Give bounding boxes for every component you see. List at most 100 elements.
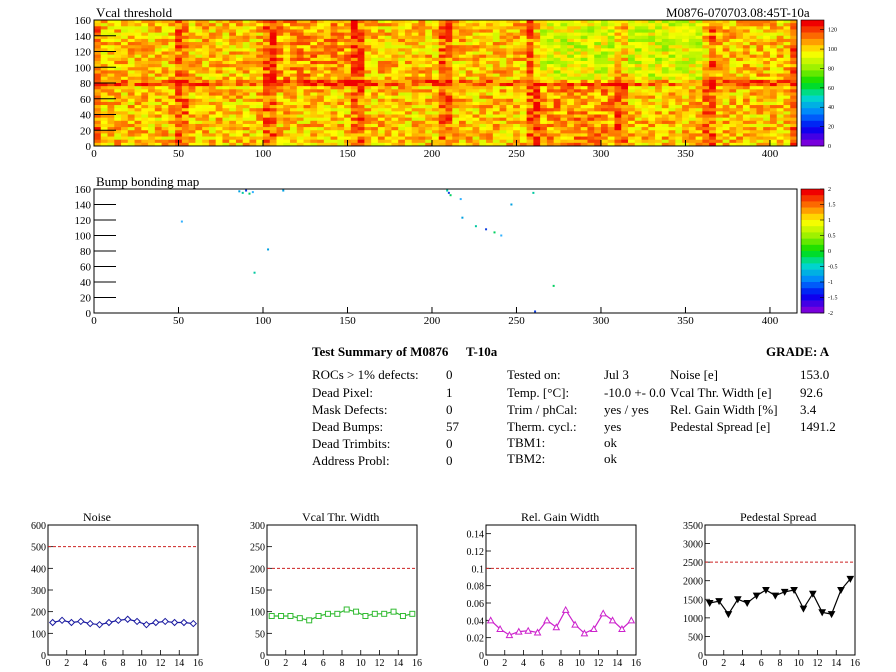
heatmap-cell [195,73,203,78]
heatmap-cell [296,117,304,122]
heatmap-cell [472,57,480,62]
heatmap-cell [560,83,568,87]
heatmap-cell [628,73,636,78]
heatmap-cell [175,32,183,37]
heatmap-cell [337,86,345,90]
heatmap-cell [283,35,291,40]
heatmap-cell [702,20,710,24]
heatmap-cell [262,51,271,56]
heatmap-cell [682,29,690,33]
heatmap-cell [94,83,102,87]
heatmap-cell [506,67,514,71]
heatmap-cell [411,76,419,81]
heatmap-cell [181,42,190,46]
heatmap-cell [290,23,298,27]
heatmap-cell [776,48,784,52]
heatmap-cell [425,42,433,46]
heatmap-cell [607,83,615,87]
heatmap-cell [587,38,595,43]
heatmap-cell [776,38,784,43]
heatmap-cell [465,38,473,43]
plot-x-tick-label: 0 [265,658,270,669]
heatmap-cell [377,26,386,30]
heatmap-cell [661,108,669,112]
heatmap-cell [479,105,487,109]
heatmap-cell [607,133,615,137]
heatmap-cell [323,114,331,119]
heatmap-cell [425,92,433,96]
heatmap-cell [418,83,426,87]
heatmap-cell [121,35,129,40]
heatmap-cell [546,45,555,49]
heatmap-cell [317,26,325,30]
heatmap-cell [242,86,250,90]
heatmap-cell [121,111,129,115]
heatmap-cell [398,60,406,65]
heatmap-cell [634,54,642,59]
plot-y-tick-label: 100 [31,629,46,640]
heatmap-cell [736,130,744,134]
heatmap-cell [722,117,730,122]
heatmap-cell [114,83,122,87]
heatmap-cell [486,98,494,103]
heatmap-cell [94,136,102,141]
heatmap-cell [526,73,534,78]
heatmap-cell [688,42,697,46]
heatmap-cell [445,130,453,134]
heatmap-cell [127,73,135,78]
heatmap-cell [594,29,602,33]
heatmap-cell [296,79,304,84]
heatmap-cell [763,98,771,103]
heatmap-cell [702,117,710,122]
heatmap-cell [431,98,440,103]
heatmap-cell [114,86,122,90]
heatmap-cell [682,95,690,100]
heatmap-cell [702,23,710,27]
heatmap-cell [269,79,277,84]
heatmap-cell [573,54,582,59]
heatmap-cell [587,32,595,37]
heatmap-cell [756,101,764,106]
heatmap-cell [229,127,237,131]
heatmap-cell [168,123,176,128]
heatmap-cell [94,35,102,40]
heatmap-cell [709,35,717,40]
heatmap-cell [161,130,169,134]
heatmap-cell [296,92,304,96]
colour-scale-label: 120 [828,28,837,34]
heatmap-cell [364,57,372,62]
heatmap-cell [188,42,196,46]
heatmap-cell [256,54,264,59]
heatmap-cell [215,117,223,122]
heatmap-cell [222,117,230,122]
heatmap-cell [323,98,331,103]
heatmap-cell [296,42,304,46]
heatmap-cell [526,142,534,147]
heatmap-cell [384,42,392,46]
heatmap-cell [702,51,710,56]
heatmap-cell [323,83,331,87]
summary-label: TBM1: [507,435,546,450]
heatmap-cell [519,111,528,115]
heatmap-cell [736,133,744,137]
heatmap-cell [729,86,737,90]
heatmap-cell [100,38,108,43]
heatmap-cell [655,67,663,71]
heatmap-cell [141,83,149,87]
heatmap-cell [357,67,365,71]
heatmap-cell [256,73,264,78]
heatmap-cell [438,120,446,125]
heatmap-cell [722,45,730,49]
heatmap-cell [668,48,676,52]
heatmap-cell [546,35,555,40]
heatmap-cell [668,111,676,115]
heatmap-cell [290,70,298,74]
heatmap-cell [431,67,440,71]
heatmap-cell [154,57,162,62]
heatmap-cell [283,101,291,106]
heatmap-cell [445,76,453,81]
heatmap-cell [425,130,433,134]
heatmap-cell [776,86,784,90]
heatmap-cell [425,111,433,115]
heatmap-cell [614,108,622,112]
